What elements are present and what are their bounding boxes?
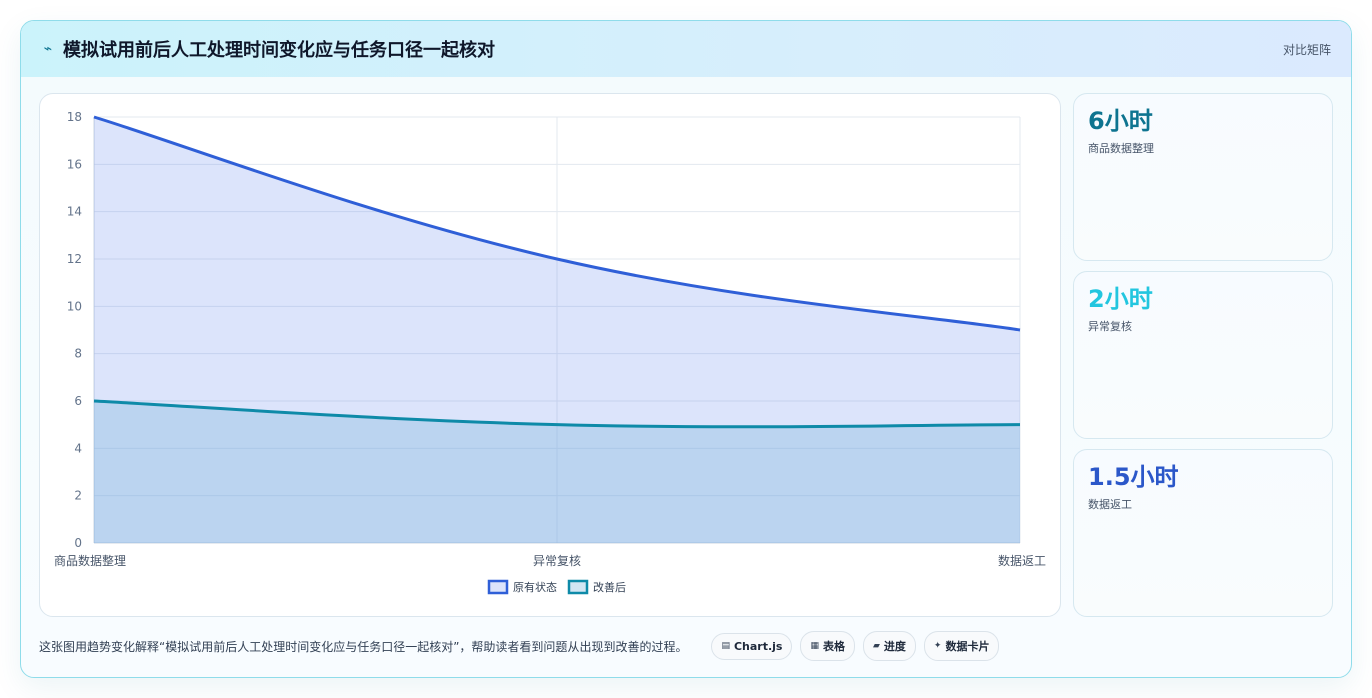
- legend-swatch: [487, 579, 509, 595]
- series-area-2: [94, 401, 1020, 543]
- chart-card: ⌁ 模拟试用前后人工处理时间变化应与任务口径一起核对 对比矩阵 0 2 4 6 8 10 1…: [20, 20, 1352, 678]
- chart-icon: ▤: [721, 641, 730, 651]
- card-footer: 这张图用趋势变化解释“模拟试用前后人工处理时间变化应与任务口径一起核对”，帮助读…: [39, 631, 1335, 661]
- chip-table[interactable]: ▦ 表格: [800, 631, 855, 661]
- stat-label: 异常复核: [1088, 320, 1132, 333]
- legend-label: 原有状态: [513, 580, 557, 594]
- y-tick-label: 4: [74, 441, 82, 455]
- series-line-2: [93, 399, 1021, 429]
- chip-data-cards[interactable]: ✦ 数据卡片: [923, 631, 1000, 661]
- y-tick-label: 6: [74, 394, 82, 408]
- stat-label: 数据返工: [1088, 498, 1132, 511]
- chip-label: Chart.js: [733, 639, 783, 653]
- lightning-icon: ⌁: [43, 41, 53, 57]
- stat-value: 2小时: [1088, 285, 1153, 313]
- sparkle-icon: ✦: [933, 641, 942, 651]
- chip-progress[interactable]: ▰ 进度: [863, 631, 916, 661]
- y-tick-label: 16: [67, 157, 82, 171]
- legend-swatch: [567, 579, 589, 595]
- stat-card-1: 6小时 商品数据整理: [1073, 93, 1333, 261]
- comparison-matrix-link[interactable]: 对比矩阵: [1282, 42, 1331, 57]
- chip-chartjs[interactable]: ▤ Chart.js: [711, 632, 793, 660]
- y-tick-label: 14: [67, 205, 82, 219]
- series-area-1: [94, 117, 1020, 543]
- y-tick-label: 18: [67, 110, 82, 124]
- y-tick-label: 0: [74, 536, 82, 550]
- x-tick-label: 异常复核: [533, 554, 581, 568]
- stat-card-2: 2小时 异常复核: [1073, 271, 1333, 439]
- stat-card-3: 1.5小时 数据返工: [1073, 449, 1333, 617]
- progress-icon: ▰: [873, 641, 880, 651]
- chart-caption: 这张图用趋势变化解释“模拟试用前后人工处理时间变化应与任务口径一起核对”，帮助读…: [39, 639, 688, 654]
- series-line-1: [93, 115, 1021, 332]
- chip-label: 数据卡片: [945, 640, 990, 653]
- y-tick-label: 12: [67, 252, 82, 266]
- table-icon: ▦: [810, 641, 819, 651]
- chart-panel: 0 2 4 6 8 10 12 14 16 18 商品数据整理 异常复核 数据返工原有状态 改善后: [39, 93, 1061, 617]
- card-header: ⌁ 模拟试用前后人工处理时间变化应与任务口径一起核对 对比矩阵: [21, 21, 1351, 77]
- stat-value: 1.5小时: [1088, 463, 1179, 491]
- title-group: ⌁ 模拟试用前后人工处理时间变化应与任务口径一起核对: [41, 36, 495, 62]
- y-tick-label: 8: [74, 347, 82, 361]
- stat-value: 6小时: [1088, 107, 1153, 135]
- legend-label: 改善后: [593, 580, 626, 594]
- y-tick-label: 10: [67, 299, 82, 313]
- chip-label: 表格: [823, 640, 845, 653]
- y-tick-label: 2: [74, 489, 82, 503]
- x-tick-label: 商品数据整理: [54, 553, 126, 568]
- page-title: 模拟试用前后人工处理时间变化应与任务口径一起核对: [63, 40, 495, 61]
- stat-label: 商品数据整理: [1088, 142, 1154, 155]
- chip-label: 进度: [883, 640, 906, 653]
- x-tick-label: 数据返工: [998, 553, 1046, 568]
